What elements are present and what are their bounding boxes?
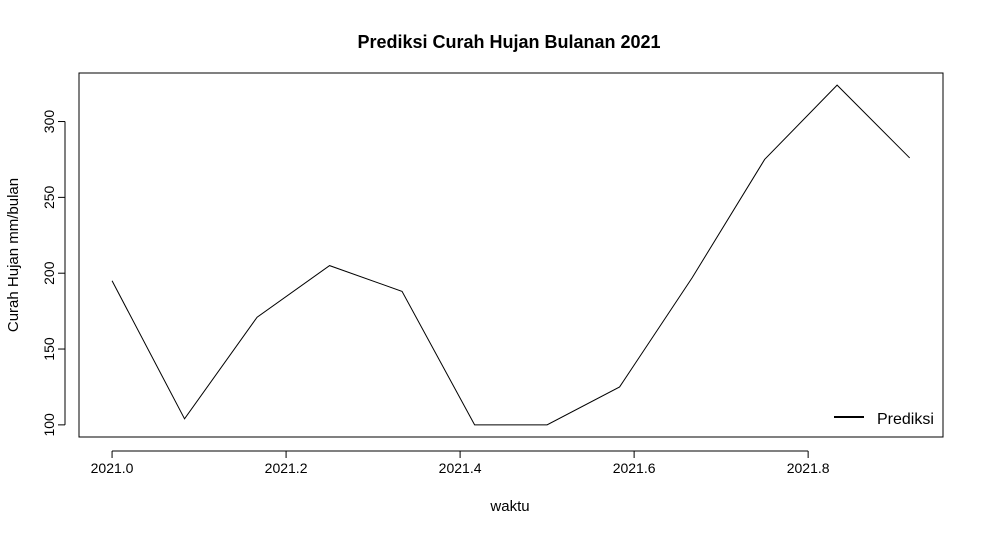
y-tick-label: 100 — [41, 413, 57, 437]
y-tick-label: 200 — [41, 261, 57, 285]
data-point — [909, 157, 910, 158]
data-point — [764, 159, 765, 160]
data-point — [474, 424, 475, 425]
x-tick-label: 2021.4 — [439, 460, 482, 476]
x-axis-label: waktu — [489, 498, 529, 515]
data-point — [837, 85, 838, 86]
data-point — [257, 317, 258, 318]
x-tick-label: 2021.6 — [613, 460, 656, 476]
chart-title: Prediksi Curah Hujan Bulanan 2021 — [357, 32, 660, 52]
x-axis: 2021.0 2021.2 2021.4 2021.6 2021.8 — [91, 450, 830, 476]
data-point — [692, 277, 693, 278]
data-point — [329, 265, 330, 266]
x-tick-label: 2021.0 — [91, 460, 134, 476]
y-axis-label: Curah Hujan mm/bulan — [5, 178, 22, 332]
data-point — [619, 386, 620, 387]
plot-frame — [78, 72, 944, 438]
y-tick-label: 250 — [41, 185, 57, 209]
data-point — [112, 280, 113, 281]
x-tick-label: 2021.2 — [265, 460, 308, 476]
y-axis: 100 150 200 250 300 — [41, 110, 66, 437]
data-point — [547, 424, 548, 425]
data-point — [402, 291, 403, 292]
data-point — [184, 418, 185, 419]
series-layer — [111, 84, 911, 426]
legend-label-prediksi: Prediksi — [877, 411, 934, 428]
x-tick-label: 2021.8 — [787, 460, 830, 476]
y-tick-label: 300 — [41, 110, 57, 134]
legend: Prediksi — [834, 411, 934, 428]
y-tick-label: 150 — [41, 337, 57, 361]
series-line-prediksi — [111, 84, 911, 426]
